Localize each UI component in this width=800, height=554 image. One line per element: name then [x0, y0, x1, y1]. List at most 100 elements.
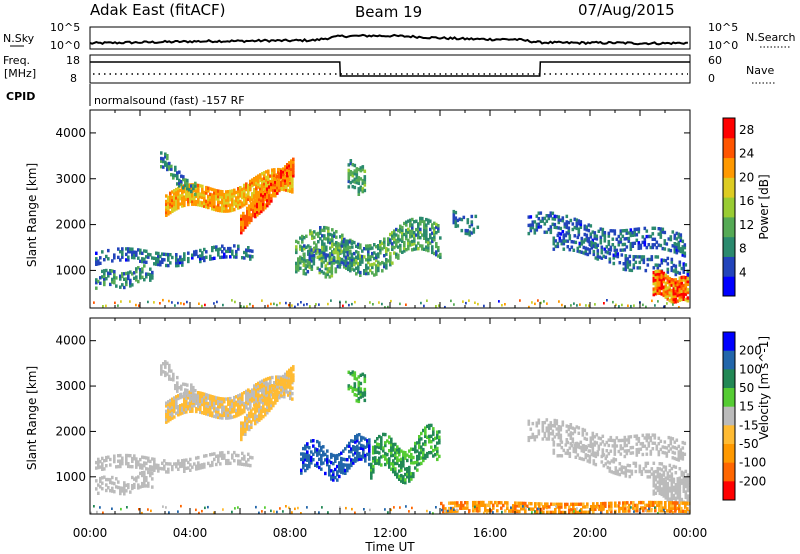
scatter-cell — [400, 449, 403, 453]
scatter-cell — [653, 226, 657, 230]
noise-cell — [339, 300, 341, 304]
scatter-cell — [396, 448, 399, 452]
scatter-cell — [203, 454, 206, 458]
scatter-cell — [262, 415, 265, 419]
scatter-cell — [183, 399, 186, 404]
scatter-cell — [398, 458, 401, 462]
scatter-cell — [606, 509, 609, 514]
scatter-cell — [357, 189, 361, 194]
scatter-cell — [113, 490, 116, 494]
nave-lo-tick: 0 — [708, 72, 715, 85]
scatter-cell — [666, 256, 670, 261]
scatter-cell — [175, 187, 178, 192]
scatter-cell — [418, 456, 421, 461]
scatter-cell — [682, 476, 686, 480]
scatter-cell — [251, 388, 254, 392]
scatter-cell — [664, 259, 668, 263]
scatter-cell — [418, 451, 421, 455]
scatter-cell — [359, 169, 363, 173]
scatter-cell — [229, 255, 232, 259]
scatter-cell — [225, 249, 228, 254]
noise-cell — [384, 306, 386, 309]
scatter-cell — [678, 276, 682, 280]
scatter-cell — [141, 257, 144, 261]
scatter-cell — [219, 397, 222, 401]
scatter-cell — [623, 229, 627, 233]
scatter-cell — [472, 506, 475, 510]
scatter-cell — [105, 455, 108, 460]
scatter-cell — [422, 458, 425, 463]
scatter-cell — [569, 218, 573, 223]
scatter-cell — [185, 410, 188, 414]
scatter-cell — [354, 440, 357, 444]
noise-cell — [252, 304, 254, 308]
scatter-cell — [571, 431, 575, 436]
scatter-cell — [663, 230, 667, 235]
scatter-cell — [263, 173, 266, 178]
scatter-cell — [658, 269, 662, 273]
date-title: 07/Aug/2015 — [578, 1, 675, 19]
scatter-cell — [668, 298, 672, 303]
scatter-cell — [682, 297, 686, 301]
scatter-cell — [488, 509, 491, 513]
scatter-cell — [394, 472, 397, 477]
scatter-cell — [245, 397, 248, 402]
scatter-cell — [167, 209, 170, 213]
scatter-cell — [259, 186, 262, 191]
scatter-cell — [660, 509, 663, 513]
scatter-cell — [302, 252, 306, 256]
scatter-cell — [331, 244, 334, 248]
scatter-cell — [397, 237, 400, 241]
scatter-cell — [318, 465, 321, 470]
scatter-cell — [291, 181, 294, 186]
scatter-cell — [117, 255, 120, 260]
scatter-cell — [650, 503, 653, 507]
scatter-cell — [290, 380, 293, 384]
scatter-cell — [565, 214, 569, 219]
scatter-cell — [197, 407, 200, 411]
scatter-cell — [182, 186, 185, 190]
scatter-cell — [596, 450, 600, 454]
scatter-cell — [549, 227, 553, 232]
scatter-cell — [209, 195, 212, 199]
scatter-cell — [153, 460, 156, 464]
scatter-cell — [681, 245, 685, 249]
scatter-cell — [560, 454, 564, 458]
noise-cell — [285, 505, 287, 508]
scatter-cell — [151, 485, 154, 489]
scatter-cell — [244, 421, 247, 426]
scatter-cell — [394, 456, 397, 460]
scatter-cell — [610, 501, 613, 505]
scatter-cell — [678, 284, 682, 289]
noise-cell — [627, 304, 629, 307]
scatter-cell — [680, 284, 684, 288]
scatter-cell — [596, 243, 600, 247]
scatter-cell — [201, 203, 204, 208]
scatter-cell — [564, 443, 568, 447]
scatter-cell — [433, 229, 436, 234]
scatter-cell — [680, 278, 684, 282]
scatter-cell — [405, 220, 408, 224]
scatter-cell — [686, 288, 690, 292]
scatter-cell — [258, 404, 261, 409]
scatter-cell — [359, 243, 362, 247]
scatter-cell — [667, 237, 671, 241]
scatter-cell — [658, 506, 661, 510]
scatter-cell — [264, 206, 267, 210]
scatter-cell — [388, 440, 391, 445]
scatter-cell — [335, 235, 338, 239]
scatter-cell — [99, 459, 102, 464]
scatter-cell — [262, 409, 265, 413]
scatter-cell — [567, 229, 571, 233]
scatter-cell — [328, 467, 331, 471]
scatter-cell — [397, 245, 400, 249]
scatter-cell — [348, 444, 351, 448]
scatter-cell — [662, 465, 666, 469]
scatter-cell — [263, 378, 266, 382]
scatter-cell — [167, 263, 170, 268]
scatter-cell — [173, 205, 176, 209]
scatter-cell — [603, 233, 607, 238]
scatter-cell — [143, 470, 146, 475]
scatter-cell — [392, 442, 395, 447]
scatter-cell — [270, 403, 273, 408]
